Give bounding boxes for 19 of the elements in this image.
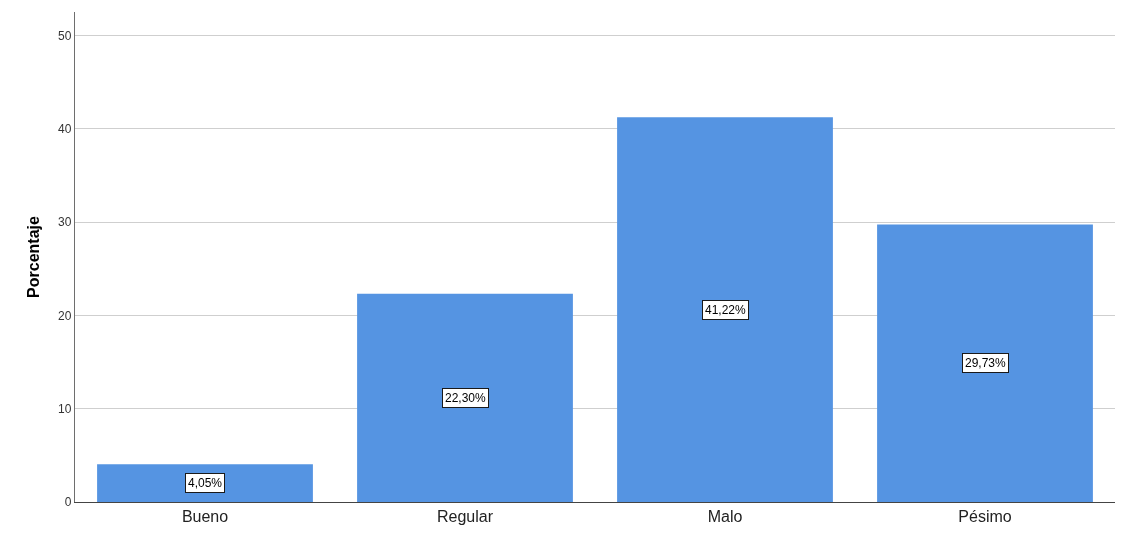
y-axis-title: Porcentaje (24, 215, 42, 298)
y-tick-label: 30 (58, 215, 72, 230)
x-tick-label: Bueno (181, 508, 229, 526)
data-label: 22,30% (445, 391, 487, 405)
bar (617, 117, 833, 502)
y-tick-label: 10 (58, 401, 72, 416)
y-tick-label: 40 (58, 121, 72, 136)
data-label: 41,22% (705, 303, 747, 317)
bar (97, 464, 313, 502)
x-tick-label: Pésimo (958, 508, 1012, 526)
y-tick-label: 50 (58, 28, 72, 43)
data-label: 4,05% (188, 476, 223, 490)
bar (357, 293, 573, 502)
x-tick-label: Regular (436, 508, 494, 526)
data-label: 29,73% (965, 356, 1007, 370)
y-tick-label: 20 (58, 308, 72, 323)
bar (877, 224, 1093, 502)
x-tick-label: Malo (707, 508, 743, 526)
y-tick-label: 0 (64, 495, 72, 510)
